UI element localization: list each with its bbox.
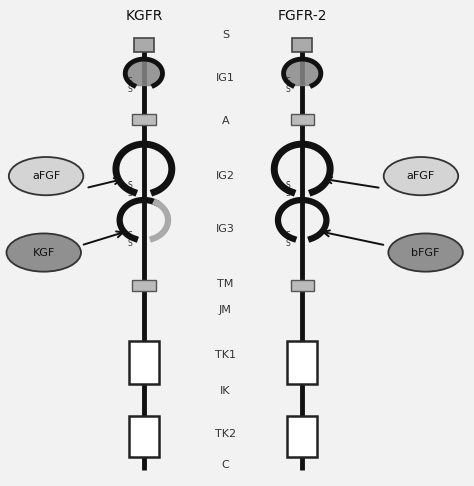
Text: aFGF: aFGF: [407, 171, 435, 181]
Polygon shape: [125, 59, 163, 86]
FancyBboxPatch shape: [291, 280, 314, 291]
Text: S: S: [128, 231, 132, 240]
Text: TM: TM: [217, 278, 234, 289]
Text: KGF: KGF: [33, 247, 55, 258]
Text: S: S: [286, 181, 291, 190]
Text: S: S: [128, 77, 132, 86]
Text: S: S: [128, 189, 132, 198]
Text: S: S: [222, 30, 229, 40]
Text: S: S: [128, 239, 132, 247]
Text: S: S: [286, 85, 291, 94]
Text: C: C: [221, 460, 229, 470]
Text: IG2: IG2: [216, 171, 235, 181]
Text: S: S: [128, 85, 132, 94]
FancyBboxPatch shape: [291, 114, 314, 124]
FancyBboxPatch shape: [132, 280, 155, 291]
FancyBboxPatch shape: [134, 37, 154, 52]
Text: S: S: [128, 181, 132, 190]
Text: JM: JM: [219, 305, 232, 315]
Text: IG1: IG1: [216, 73, 235, 83]
FancyBboxPatch shape: [129, 341, 159, 384]
FancyBboxPatch shape: [132, 114, 155, 124]
FancyBboxPatch shape: [287, 417, 317, 457]
Text: IG3: IG3: [216, 224, 235, 234]
Text: aFGF: aFGF: [32, 171, 60, 181]
Text: A: A: [221, 116, 229, 126]
Text: S: S: [286, 189, 291, 198]
Ellipse shape: [383, 157, 458, 195]
Text: FGFR-2: FGFR-2: [277, 9, 327, 23]
Text: S: S: [286, 231, 291, 240]
Text: KGFR: KGFR: [125, 9, 163, 23]
FancyBboxPatch shape: [287, 341, 317, 384]
FancyBboxPatch shape: [129, 417, 159, 457]
Text: S: S: [286, 239, 291, 247]
Polygon shape: [283, 59, 321, 86]
Ellipse shape: [7, 233, 81, 272]
Ellipse shape: [9, 157, 83, 195]
FancyBboxPatch shape: [292, 37, 312, 52]
Text: S: S: [286, 77, 291, 86]
Text: bFGF: bFGF: [411, 247, 440, 258]
Text: TK2: TK2: [215, 429, 236, 439]
Text: IK: IK: [220, 386, 231, 396]
Ellipse shape: [388, 233, 463, 272]
Text: TK1: TK1: [215, 350, 236, 360]
